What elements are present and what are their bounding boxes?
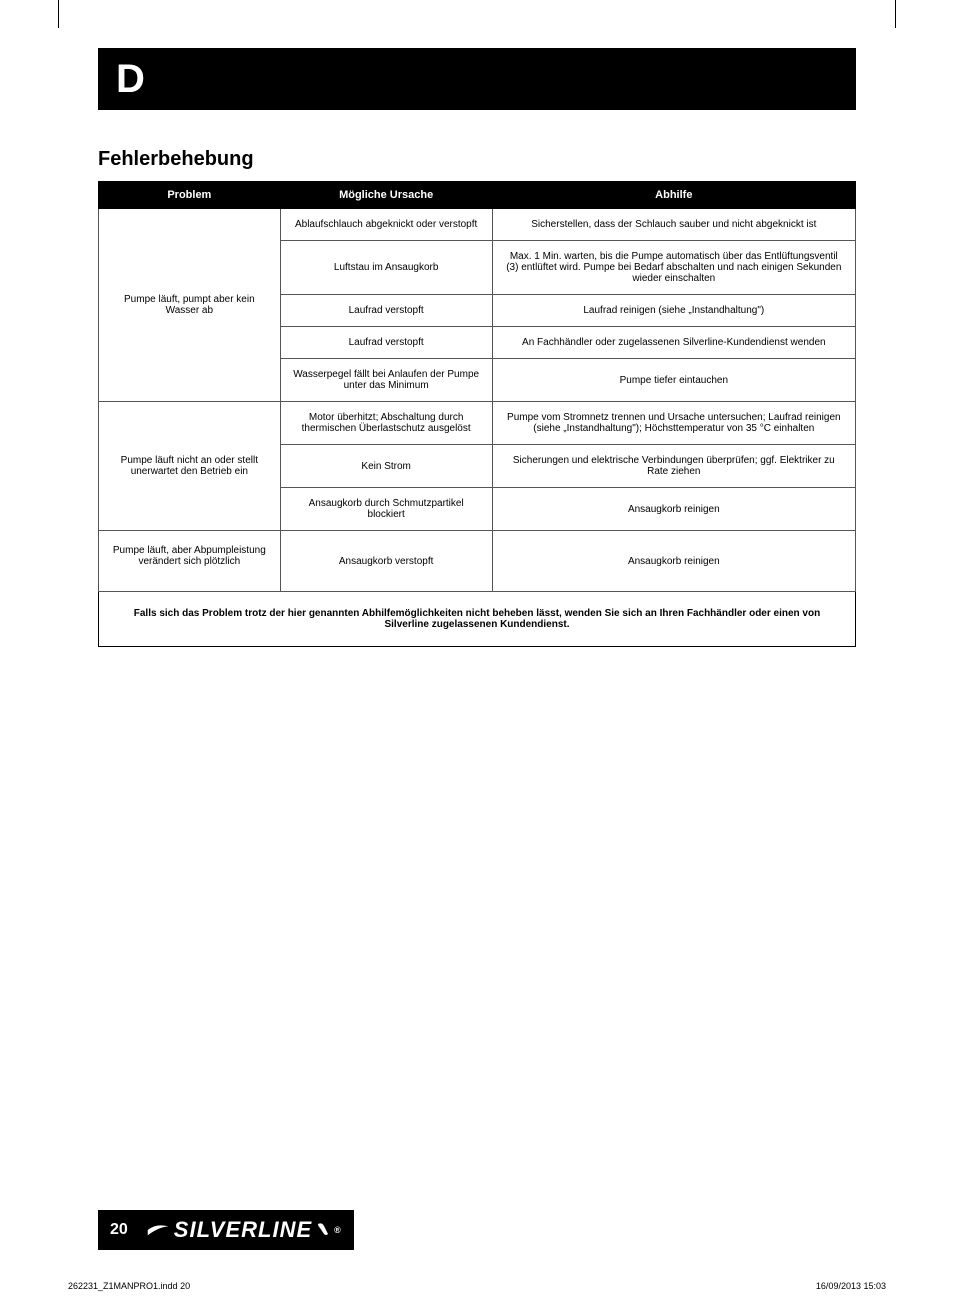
cell-remedy: Pumpe vom Stromnetz trennen und Ursache …: [492, 402, 855, 445]
table-row: Pumpe läuft nicht an oder stellt unerwar…: [99, 402, 856, 445]
registered-icon: ®: [334, 1225, 342, 1235]
brand-logo: SILVERLINE ®: [146, 1217, 342, 1243]
header-problem: Problem: [99, 182, 281, 209]
header-cause: Mögliche Ursache: [280, 182, 492, 209]
tools-icon: [314, 1220, 334, 1240]
cell-problem: Pumpe läuft, aber Abpumpleistung verände…: [99, 531, 281, 592]
cell-cause: Wasserpegel fällt bei Anlaufen der Pumpe…: [280, 359, 492, 402]
swoosh-icon: [146, 1221, 172, 1239]
cell-remedy: An Fachhändler oder zugelassenen Silverl…: [492, 327, 855, 359]
cell-cause: Laufrad verstopft: [280, 327, 492, 359]
cell-remedy: Max. 1 Min. warten, bis die Pumpe automa…: [492, 241, 855, 295]
cell-cause: Ansaugkorb durch Schmutzpartikel blockie…: [280, 488, 492, 531]
cell-remedy: Pumpe tiefer eintauchen: [492, 359, 855, 402]
table-row: Pumpe läuft, aber Abpumpleistung verände…: [99, 531, 856, 592]
section-letter: D: [98, 57, 145, 102]
cell-cause: Kein Strom: [280, 445, 492, 488]
page-number: 20: [110, 1221, 128, 1239]
page-content: D Fehlerbehebung Problem Mögliche Ursach…: [98, 48, 856, 647]
print-meta: 262231_Z1MANPRO1.indd 20 16/09/2013 15:0…: [68, 1281, 886, 1291]
table-row: Pumpe läuft, pumpt aber kein Wasser ab A…: [99, 209, 856, 241]
cell-remedy: Laufrad reinigen (siehe „Instandhaltung"…: [492, 295, 855, 327]
cell-remedy: Ansaugkorb reinigen: [492, 488, 855, 531]
table-header-row: Problem Mögliche Ursache Abhilfe: [99, 182, 856, 209]
section-tab: D: [98, 48, 856, 110]
page-title: Fehlerbehebung: [98, 148, 856, 171]
cell-cause: Laufrad verstopft: [280, 295, 492, 327]
troubleshoot-table: Problem Mögliche Ursache Abhilfe Pumpe l…: [98, 181, 856, 592]
cell-remedy: Sicherungen und elektrische Verbindungen…: [492, 445, 855, 488]
brand-text: SILVERLINE: [174, 1217, 312, 1243]
cell-remedy: Ansaugkorb reinigen: [492, 531, 855, 592]
cell-cause: Ansaugkorb verstopft: [280, 531, 492, 592]
cell-cause: Motor überhitzt; Abschaltung durch therm…: [280, 402, 492, 445]
cell-problem: Pumpe läuft, pumpt aber kein Wasser ab: [99, 209, 281, 402]
cell-remedy: Sicherstellen, dass der Schlauch sauber …: [492, 209, 855, 241]
print-datetime: 16/09/2013 15:03: [816, 1281, 886, 1291]
footer-bar: 20 SILVERLINE ®: [98, 1210, 354, 1250]
print-file: 262231_Z1MANPRO1.indd 20: [68, 1281, 190, 1291]
cell-problem: Pumpe läuft nicht an oder stellt unerwar…: [99, 402, 281, 531]
cell-cause: Luftstau im Ansaugkorb: [280, 241, 492, 295]
table-footer-note: Falls sich das Problem trotz der hier ge…: [98, 592, 856, 647]
cell-cause: Ablaufschlauch abgeknickt oder verstopft: [280, 209, 492, 241]
header-remedy: Abhilfe: [492, 182, 855, 209]
